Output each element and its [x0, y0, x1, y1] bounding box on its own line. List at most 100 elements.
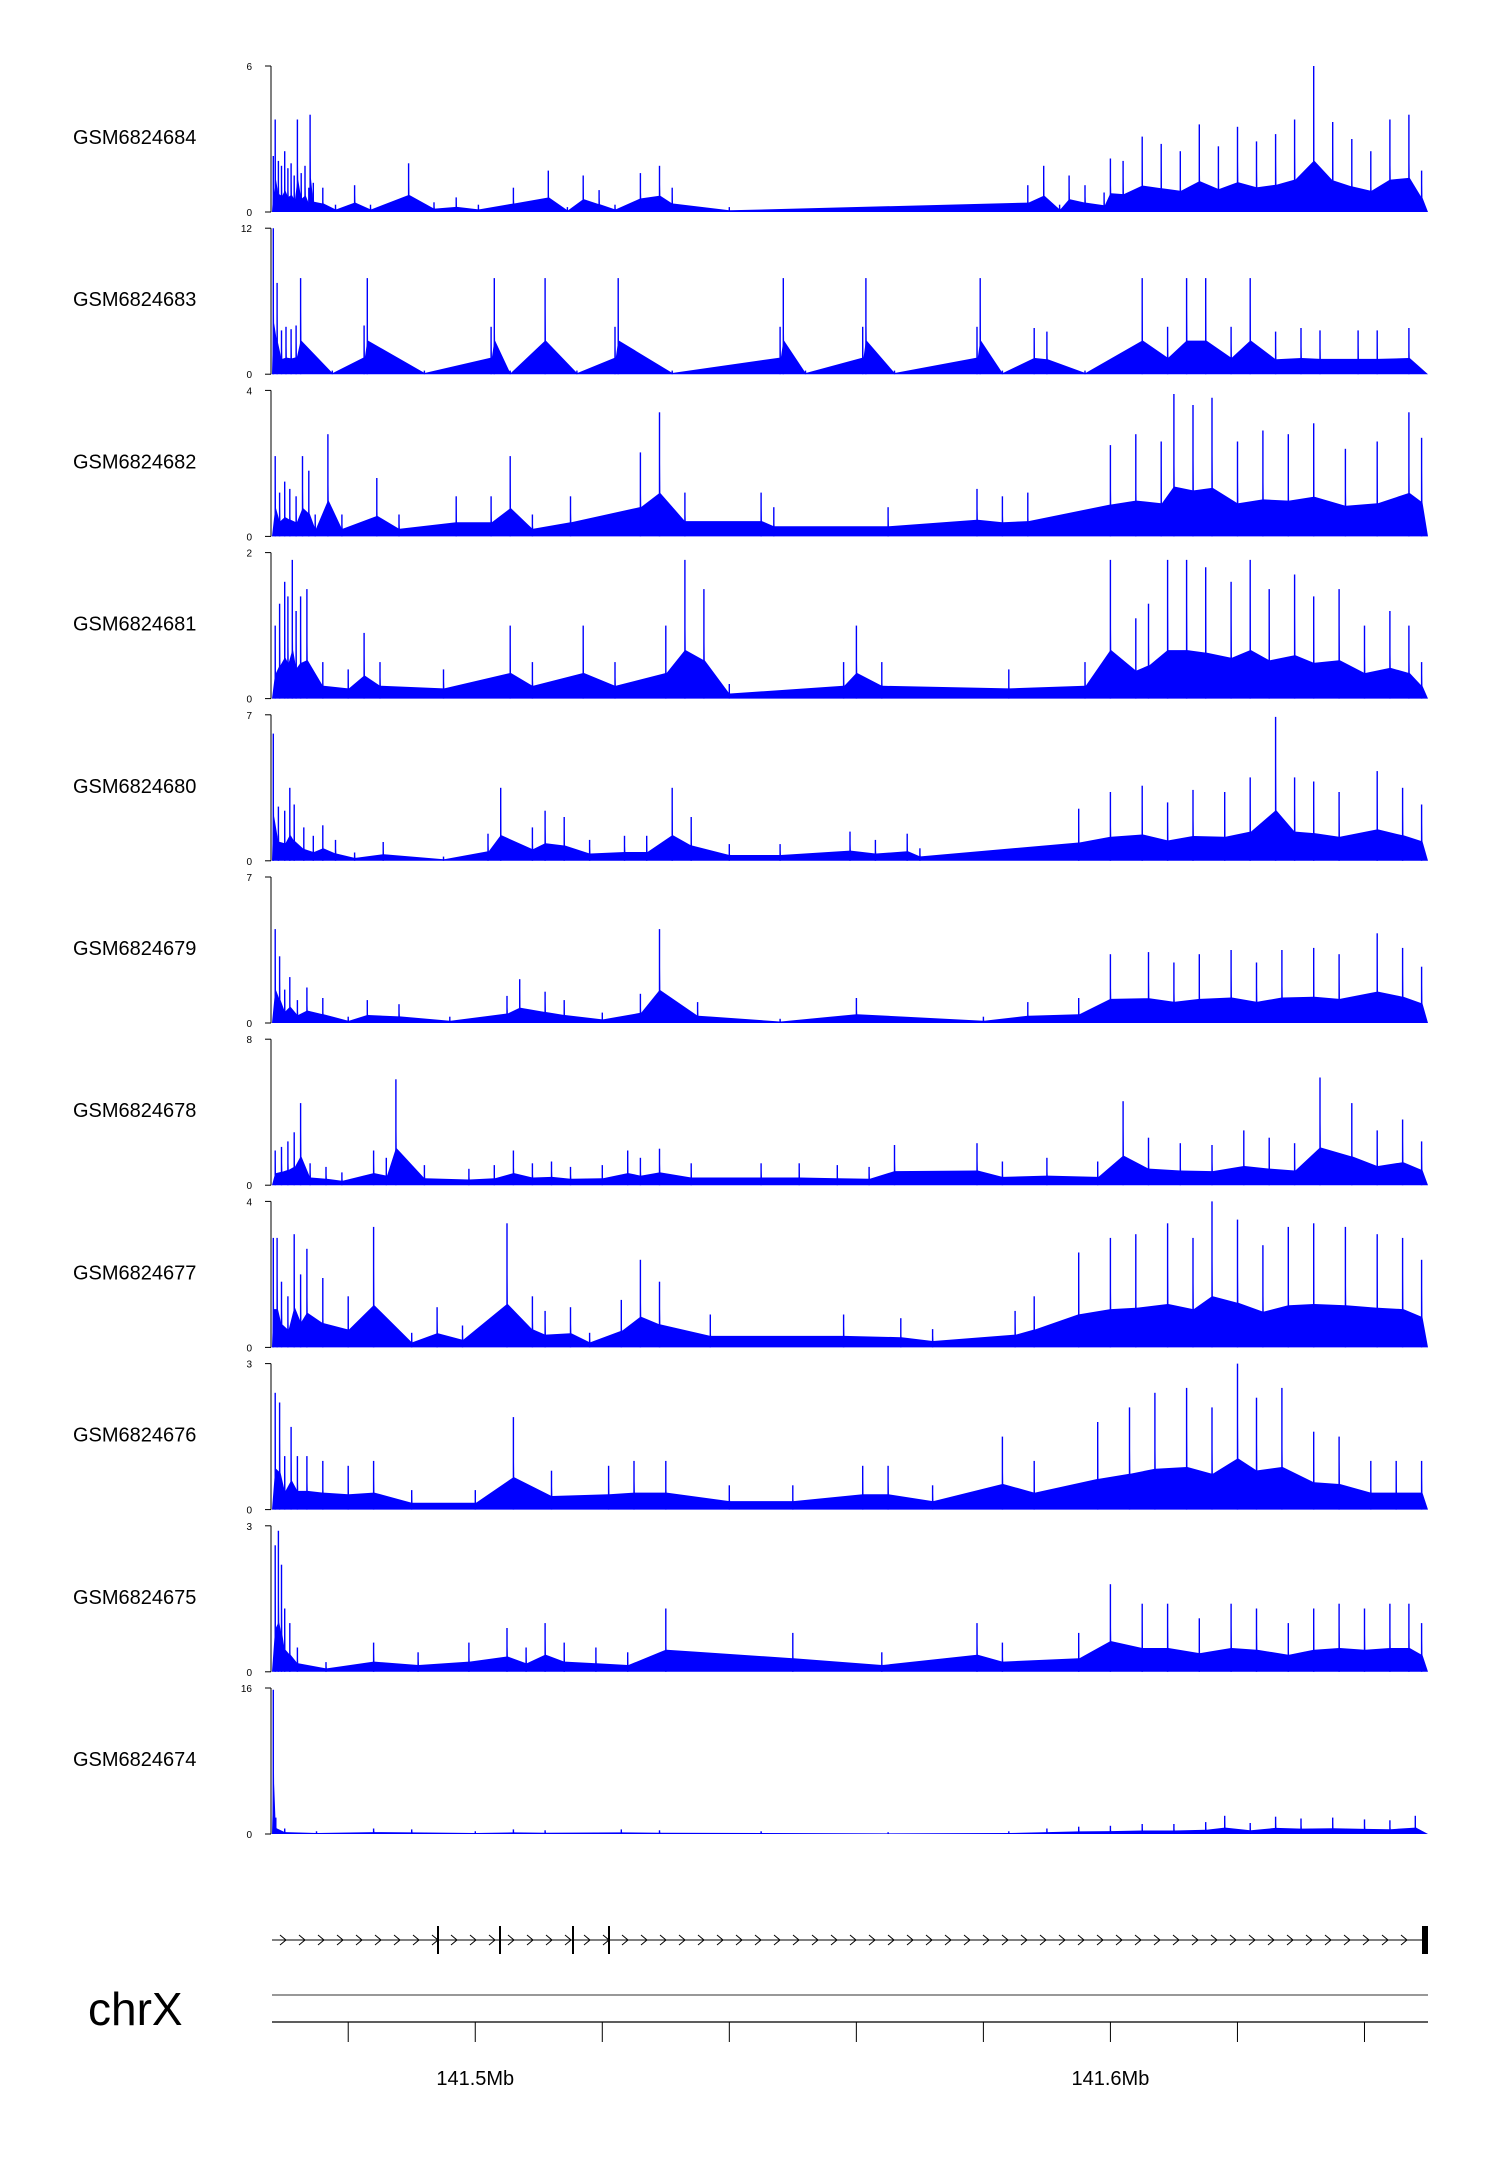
y-max-label: 7: [246, 711, 252, 722]
strand-arrow: [1381, 1934, 1389, 1946]
y-min-label: 0: [246, 695, 252, 706]
strand-arrow: [564, 1934, 572, 1946]
strand-arrow: [792, 1934, 800, 1946]
strand-arrow: [507, 1934, 515, 1946]
coverage-tracks: GSM682468460GSM6824683120GSM682468240GSM…: [73, 62, 1428, 1841]
strand-arrow: [1305, 1934, 1313, 1946]
coverage-track: GSM6824684 6 0: [73, 62, 1428, 219]
track-label: GSM6824679: [73, 938, 196, 960]
coverage-area: [272, 1530, 1428, 1672]
strand-arrow: [716, 1934, 724, 1946]
track-label: GSM6824681: [73, 614, 196, 636]
genome-axis: chrX 141.5Mb 141.6Mb: [88, 1983, 1428, 2090]
strand-arrow: [697, 1934, 705, 1946]
coverage-track: GSM6824681 2 0: [73, 549, 1428, 706]
y-max-label: 16: [241, 1684, 253, 1695]
y-max-label: 8: [246, 1035, 252, 1046]
y-min-label: 0: [246, 1506, 252, 1517]
strand-arrow: [1210, 1934, 1218, 1946]
y-min-label: 0: [246, 1181, 252, 1192]
strand-arrow: [1248, 1934, 1256, 1946]
strand-arrow: [1020, 1934, 1028, 1946]
track-label: GSM6824674: [73, 1749, 196, 1771]
strand-arrow: [488, 1934, 496, 1946]
strand-arrow: [1343, 1934, 1351, 1946]
track-label: GSM6824683: [73, 289, 196, 311]
strand-arrow: [621, 1934, 629, 1946]
strand-arrow: [849, 1934, 857, 1946]
coverage-track: GSM6824682 4 0: [73, 386, 1428, 543]
strand-arrow: [1001, 1934, 1009, 1946]
y-max-label: 12: [241, 224, 253, 235]
track-label: GSM6824676: [73, 1425, 196, 1447]
coverage-track: GSM6824675 3 0: [73, 1522, 1428, 1679]
strand-arrow: [906, 1934, 914, 1946]
exon-mark: [572, 1926, 574, 1954]
chromosome-label: chrX: [88, 1983, 183, 2035]
strand-arrow: [982, 1934, 990, 1946]
strand-arrow: [830, 1934, 838, 1946]
strand-arrow: [754, 1934, 762, 1946]
strand-arrow: [1191, 1934, 1199, 1946]
coverage-area: [272, 1201, 1428, 1348]
strand-arrow: [735, 1934, 743, 1946]
strand-arrow: [811, 1934, 819, 1946]
coverage-area: [272, 394, 1428, 537]
exon-mark: [499, 1926, 501, 1954]
strand-arrow: [469, 1934, 477, 1946]
track-label: GSM6824677: [73, 1262, 196, 1284]
x-tick-label: 141.6Mb: [1071, 2068, 1149, 2090]
y-max-label: 3: [246, 1360, 252, 1371]
x-tick-label: 141.5Mb: [436, 2068, 514, 2090]
strand-arrow: [1077, 1934, 1085, 1946]
strand-arrow: [583, 1934, 591, 1946]
coverage-track: GSM6824678 8 0: [73, 1035, 1428, 1192]
strand-arrow: [450, 1934, 458, 1946]
y-min-label: 0: [246, 532, 252, 543]
strand-arrow: [279, 1934, 287, 1946]
y-min-label: 0: [246, 208, 252, 219]
strand-arrow: [1153, 1934, 1161, 1946]
y-min-label: 0: [246, 370, 252, 381]
strand-arrow: [887, 1934, 895, 1946]
coverage-area: [272, 559, 1428, 699]
y-max-label: 4: [246, 1197, 252, 1208]
y-min-label: 0: [246, 1830, 252, 1841]
y-max-label: 2: [246, 549, 252, 560]
coverage-track: GSM6824679 7 0: [73, 873, 1428, 1030]
y-max-label: 3: [246, 1522, 252, 1533]
strand-arrow: [1172, 1934, 1180, 1946]
strand-arrow: [1267, 1934, 1275, 1946]
exon-mark: [437, 1926, 439, 1954]
coverage-area: [272, 1689, 1428, 1834]
coverage-area: [272, 1363, 1428, 1510]
strand-arrow: [1400, 1934, 1408, 1946]
strand-arrow: [393, 1934, 401, 1946]
y-min-label: 0: [246, 1668, 252, 1679]
strand-arrow: [317, 1934, 325, 1946]
strand-arrow: [1115, 1934, 1123, 1946]
strand-arrow: [1096, 1934, 1104, 1946]
y-max-label: 6: [246, 62, 252, 73]
exon-mark: [1422, 1926, 1428, 1954]
coverage-area: [272, 1077, 1428, 1186]
strand-arrow: [355, 1934, 363, 1946]
coverage-track: GSM6824676 3 0: [73, 1360, 1428, 1517]
strand-arrow: [545, 1934, 553, 1946]
coverage-track: GSM6824674 16 0: [73, 1684, 1428, 1841]
strand-arrow: [374, 1934, 382, 1946]
strand-arrow: [963, 1934, 971, 1946]
strand-arrow: [1286, 1934, 1294, 1946]
strand-arrow: [1362, 1934, 1370, 1946]
coverage-area: [272, 66, 1428, 212]
gene-model: [272, 1926, 1428, 1954]
coverage-track: GSM6824683 12 0: [73, 224, 1428, 381]
strand-arrow: [773, 1934, 781, 1946]
strand-arrow: [678, 1934, 686, 1946]
coverage-area: [272, 228, 1428, 375]
strand-arrow: [1229, 1934, 1237, 1946]
coverage-track: GSM6824677 4 0: [73, 1197, 1428, 1354]
track-label: GSM6824678: [73, 1100, 196, 1122]
strand-arrow: [1039, 1934, 1047, 1946]
y-min-label: 0: [246, 1343, 252, 1354]
